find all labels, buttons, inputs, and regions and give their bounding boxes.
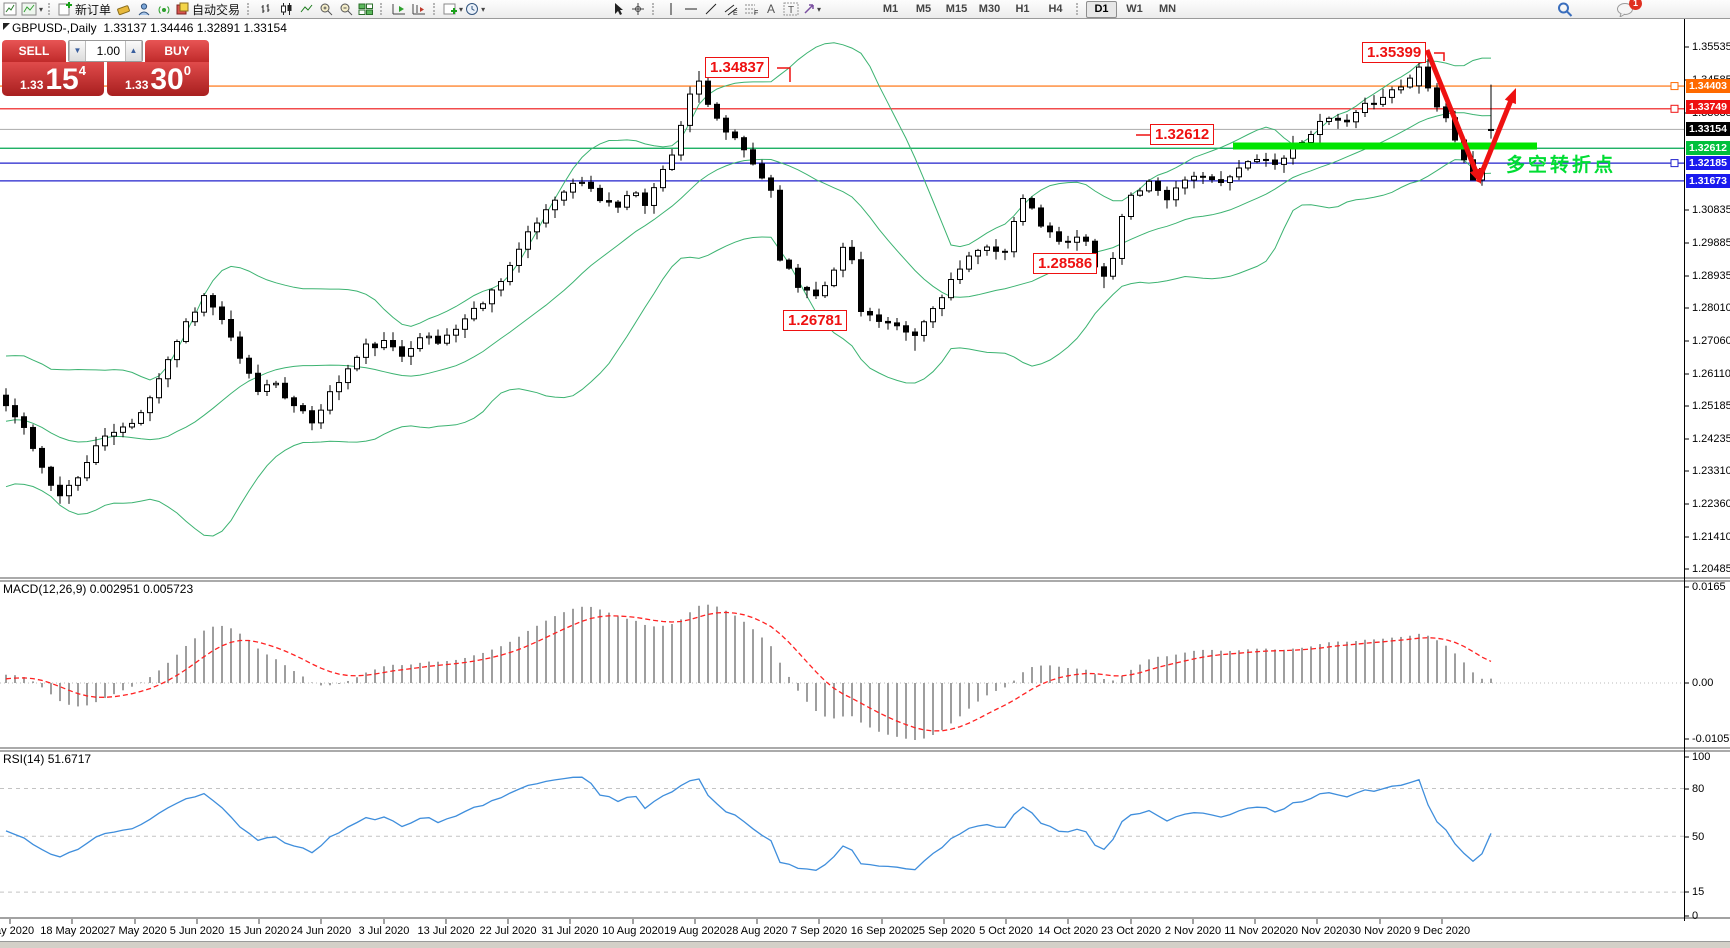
vline-icon[interactable] [662, 1, 680, 17]
timeframe-H1[interactable]: H1 [1015, 2, 1030, 15]
buy-price-prefix: 1.33 [125, 78, 149, 92]
timeframe-M30[interactable]: M30 [978, 2, 1001, 15]
autotrade-button[interactable]: 自动交易 [175, 1, 242, 17]
periods-icon[interactable]: ▾ [465, 1, 485, 17]
svg-text:F: F [754, 10, 758, 16]
candle-chart-icon[interactable] [277, 1, 295, 17]
toolbar-grip [247, 3, 252, 15]
volume-increase-button[interactable]: ▲ [125, 41, 142, 61]
channel-icon[interactable]: E [722, 1, 740, 17]
volume-stepper: ▼ 1.00 ▲ [68, 40, 143, 62]
buy-price[interactable]: 1.33 30 0 [107, 62, 209, 96]
timeframe-D1[interactable]: D1 [1086, 0, 1117, 18]
autotrade-label: 自动交易 [192, 2, 241, 17]
chart-shift-icon[interactable] [410, 1, 428, 17]
zoom-in-icon[interactable] [317, 1, 335, 17]
sell-price-sup: 4 [78, 63, 86, 78]
autoscroll-icon[interactable] [390, 1, 408, 17]
one-click-trading-panel: SELL ▼ 1.00 ▲ BUY 1.33 15 4 1.33 30 0 [2, 40, 209, 98]
timeframe-W1[interactable]: W1 [1126, 2, 1143, 15]
chart-preview-icon[interactable]: ▾ [21, 1, 43, 17]
hline-icon[interactable] [682, 1, 700, 17]
toolbar-grip [433, 3, 438, 15]
trendline-icon[interactable] [702, 1, 720, 17]
timeframe-MN[interactable]: MN [1158, 2, 1177, 15]
svg-text:E: E [733, 10, 738, 16]
timeframe-M15[interactable]: M15 [945, 2, 968, 15]
buy-button[interactable]: BUY [145, 40, 209, 62]
crosshair-icon[interactable] [629, 1, 647, 17]
toolbar-grip [652, 3, 657, 15]
svg-text:T: T [788, 5, 794, 16]
sell-price[interactable]: 1.33 15 4 [2, 62, 104, 96]
eraser-icon[interactable] [115, 1, 133, 17]
arrows-tool-icon[interactable]: ▾ [802, 1, 821, 17]
sell-button[interactable]: SELL [2, 40, 66, 62]
toolbar: ▾ 新订单 自动交易 [0, 0, 1730, 19]
contacts-icon[interactable] [135, 1, 153, 17]
tile-windows-icon[interactable] [357, 1, 375, 17]
search-icon[interactable] [1556, 1, 1574, 17]
new-order-label: 新订单 [75, 2, 112, 17]
window-bottom-strip [0, 941, 1730, 948]
signal-icon[interactable] [155, 1, 173, 17]
zoom-out-icon[interactable] [337, 1, 355, 17]
toolbar-grip [1076, 3, 1081, 15]
sell-price-prefix: 1.33 [20, 78, 44, 92]
cursor-icon[interactable] [609, 1, 627, 17]
text-icon[interactable]: A [766, 2, 775, 16]
new-order-button[interactable]: 新订单 [58, 1, 113, 17]
toolbar-grip [48, 3, 53, 15]
new-chart-icon[interactable] [1, 1, 19, 17]
notification-badge: 1 [1629, 0, 1642, 10]
line-chart-icon[interactable] [297, 1, 315, 17]
chat-icon[interactable]: 1 [1616, 0, 1642, 17]
volume-value[interactable]: 1.00 [96, 44, 120, 58]
indicators-icon[interactable]: ▾ [443, 1, 463, 17]
label-icon[interactable]: T [782, 1, 800, 17]
sell-price-big: 15 [45, 63, 79, 96]
toolbar-grip [380, 3, 385, 15]
timeframe-group: M1 M5 M15 M30 H1 H4 D1 W1 MN [874, 0, 1184, 18]
volume-decrease-button[interactable]: ▼ [69, 41, 86, 61]
buy-price-sup: 0 [183, 63, 191, 78]
timeframe-H4[interactable]: H4 [1048, 2, 1063, 15]
timeframe-M1[interactable]: M1 [882, 2, 899, 15]
timeframe-M5[interactable]: M5 [915, 2, 932, 15]
bar-chart-icon[interactable] [257, 1, 275, 17]
fibonacci-icon[interactable]: F [742, 1, 760, 17]
buy-price-big: 30 [150, 63, 184, 96]
